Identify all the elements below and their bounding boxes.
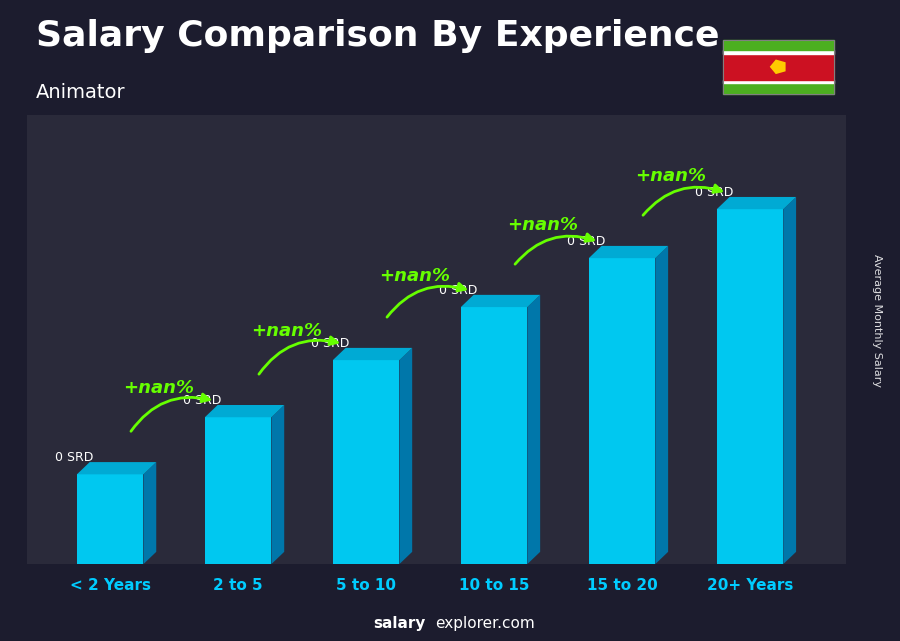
FancyArrowPatch shape	[515, 234, 593, 264]
Bar	[723, 54, 834, 79]
Bar	[76, 474, 143, 564]
FancyArrowPatch shape	[643, 185, 722, 215]
Text: +nan%: +nan%	[251, 322, 322, 340]
Polygon shape	[527, 295, 540, 564]
Polygon shape	[76, 462, 157, 474]
Polygon shape	[655, 246, 668, 564]
Polygon shape	[143, 462, 157, 564]
Bar	[716, 209, 783, 564]
Text: Animator: Animator	[36, 83, 126, 103]
FancyArrowPatch shape	[387, 283, 465, 317]
Polygon shape	[461, 295, 540, 307]
Polygon shape	[589, 246, 668, 258]
Polygon shape	[205, 405, 284, 417]
Text: 0 SRD: 0 SRD	[311, 337, 349, 350]
Text: 0 SRD: 0 SRD	[183, 394, 221, 407]
Text: +nan%: +nan%	[379, 267, 450, 285]
Polygon shape	[333, 348, 412, 360]
Bar	[461, 307, 527, 564]
Text: 0 SRD: 0 SRD	[695, 186, 734, 199]
Text: Average Monthly Salary: Average Monthly Salary	[872, 254, 883, 387]
Polygon shape	[783, 197, 796, 564]
Bar	[723, 50, 834, 54]
Text: salary: salary	[374, 617, 426, 631]
Bar	[723, 79, 834, 83]
Text: Salary Comparison By Experience: Salary Comparison By Experience	[36, 19, 719, 53]
Bar	[205, 417, 272, 564]
FancyArrowPatch shape	[131, 394, 210, 431]
Text: +nan%: +nan%	[508, 215, 578, 234]
Text: 0 SRD: 0 SRD	[567, 235, 606, 248]
Text: +nan%: +nan%	[635, 167, 706, 185]
Polygon shape	[716, 197, 796, 209]
Polygon shape	[400, 348, 412, 564]
Polygon shape	[272, 405, 284, 564]
Text: 0 SRD: 0 SRD	[439, 284, 477, 297]
Bar	[333, 360, 400, 564]
Text: +nan%: +nan%	[123, 379, 194, 397]
Bar	[723, 83, 834, 94]
FancyArrowPatch shape	[259, 337, 338, 374]
Bar	[723, 40, 834, 50]
Bar	[589, 258, 655, 564]
Text: explorer.com: explorer.com	[435, 617, 535, 631]
Bar	[723, 40, 834, 94]
Text: 0 SRD: 0 SRD	[55, 451, 94, 464]
